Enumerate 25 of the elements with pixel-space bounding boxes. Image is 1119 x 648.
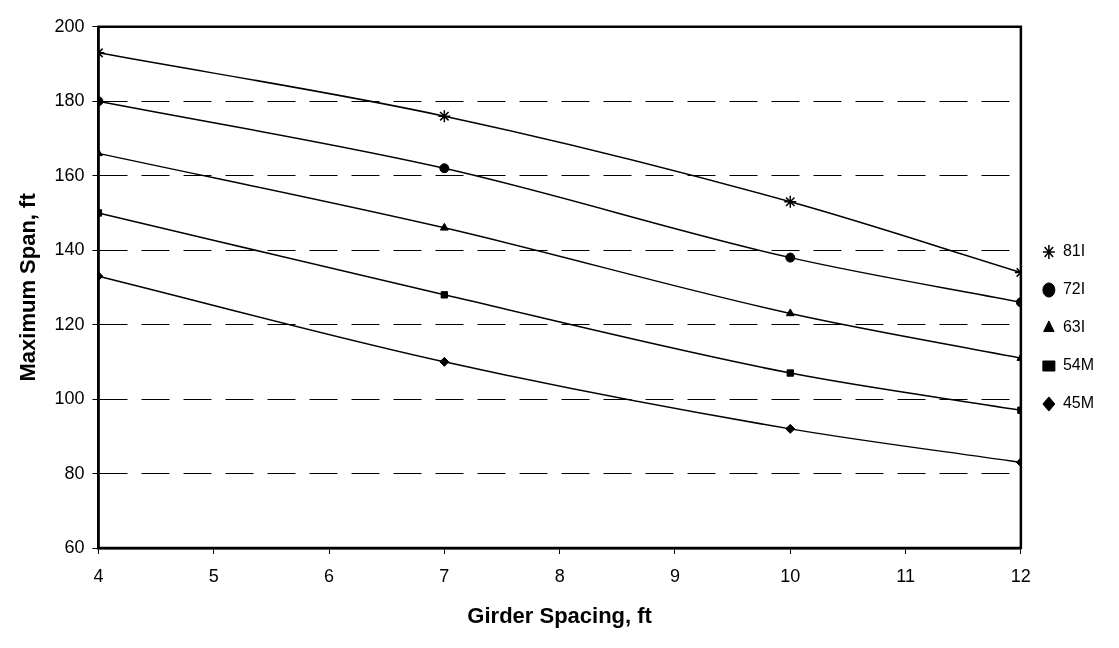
- y-axis-title: Maximum Span, ft: [15, 192, 41, 382]
- y-tick-label: 60: [64, 536, 85, 557]
- legend-label: 63I: [1062, 318, 1086, 336]
- legend-label: 54M: [1062, 356, 1094, 374]
- legend-label: 45M: [1062, 394, 1094, 412]
- x-tick-label: 11: [896, 565, 915, 586]
- y-tick-label: 200: [54, 15, 85, 36]
- y-tick-label: 140: [54, 239, 85, 260]
- legend-label: 81I: [1062, 242, 1086, 260]
- y-tick-label: 160: [54, 164, 85, 185]
- x-tick-label: 8: [554, 565, 565, 586]
- x-tick-label: 5: [208, 565, 219, 586]
- x-tick-label: 12: [1010, 565, 1031, 586]
- x-tick-label: 6: [324, 565, 335, 586]
- x-tick-label: 4: [93, 565, 104, 586]
- x-tick-label: 9: [669, 565, 680, 586]
- x-axis-title: Girder Spacing, ft: [467, 602, 653, 628]
- y-tick-label: 120: [54, 313, 85, 334]
- y-tick-label: 180: [54, 90, 85, 111]
- y-tick-label: 100: [54, 388, 85, 409]
- x-tick-label: 7: [439, 565, 450, 586]
- x-tick-label: 10: [780, 565, 801, 586]
- y-tick-label: 80: [64, 462, 85, 483]
- point: [786, 369, 794, 377]
- legend-label: 72I: [1062, 280, 1086, 298]
